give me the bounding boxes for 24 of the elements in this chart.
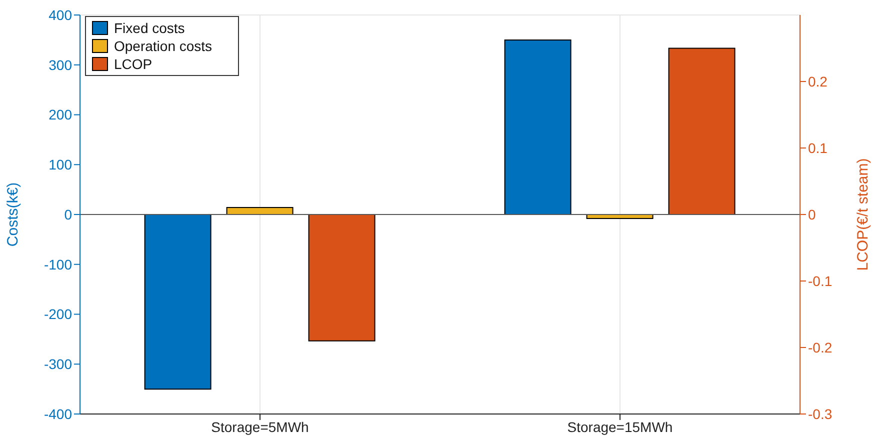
bar <box>144 214 212 390</box>
y-tick-label: 100 <box>48 156 72 173</box>
y-tick-label: 0 <box>64 206 72 222</box>
y2-tick-label: 0.1 <box>808 140 828 156</box>
y-tick-label: -100 <box>44 256 72 272</box>
y-tick-label: -200 <box>44 306 72 322</box>
x-tick-label: Storage=5MWh <box>211 418 309 435</box>
y-tick-label: -300 <box>44 356 72 372</box>
y-tick-label: 400 <box>48 6 72 23</box>
y2-axis-title: LCOP(€/t steam) <box>854 158 872 271</box>
legend-label: LCOP <box>114 55 152 73</box>
y2-tick-label: 0.2 <box>808 73 828 90</box>
y2-tick-label: 0 <box>808 206 816 222</box>
y2-tick-label: -0.1 <box>808 272 832 289</box>
y2-tick-label: -0.2 <box>808 339 832 356</box>
y-tick-label: 200 <box>48 106 72 123</box>
y-tick-label: 300 <box>48 56 72 73</box>
legend-label: Operation costs <box>114 37 212 55</box>
x-tick-label: Storage=15MWh <box>567 418 673 435</box>
y-axis-title: Costs(k€) <box>4 182 22 247</box>
y2-tick-label: -0.3 <box>808 406 832 422</box>
bar <box>504 39 572 215</box>
y-tick-label: -400 <box>44 406 72 422</box>
legend-label: Fixed costs <box>114 19 185 37</box>
